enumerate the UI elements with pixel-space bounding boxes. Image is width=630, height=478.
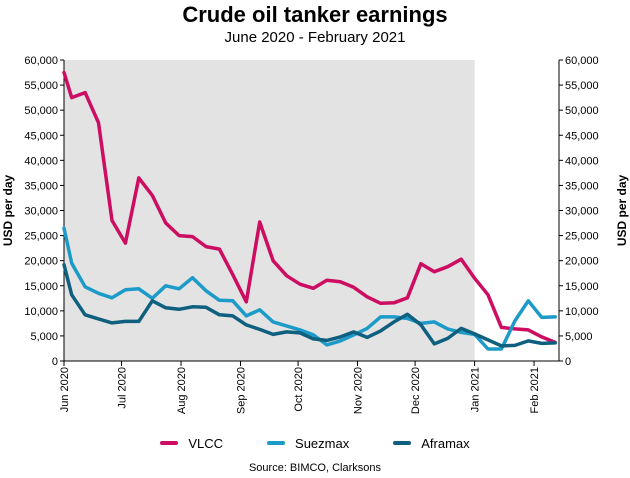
series-line-aframax — [62, 262, 557, 348]
y-tick-label-left: 5,000 — [30, 331, 58, 343]
source-note: Source: BIMCO, Clarksons — [248, 462, 382, 474]
y-tick-label-left: 30,000 — [24, 206, 58, 218]
legend-swatch-aframax — [393, 441, 412, 445]
legend-item-suezmax[interactable]: Suezmax — [267, 434, 349, 452]
y-tick-label-right: 55,000 — [565, 80, 599, 92]
x-tick-label: Sep 2020 — [236, 367, 248, 414]
legend-swatch-suezmax — [267, 441, 286, 445]
y-axis-title-left: USD per day — [1, 174, 15, 246]
y-tick-label-right: 45,000 — [565, 130, 599, 142]
y-tick-label-left: 20,000 — [24, 256, 58, 268]
x-tick-label: Oct 2020 — [293, 367, 305, 412]
y-tick-label-left: 55,000 — [24, 80, 58, 92]
y-tick-label-right: 40,000 — [565, 155, 599, 167]
y-axis-title-right: USD per day — [615, 174, 629, 246]
legend-item-aframax[interactable]: Aframax — [393, 434, 470, 452]
y-tick-label-left: 45,000 — [24, 130, 58, 142]
y-tick-label-left: 50,000 — [24, 105, 58, 117]
legend-item-vlcc[interactable]: VLCC — [160, 434, 223, 452]
y-tick-label-right: 20,000 — [565, 256, 599, 268]
series-line-vlcc — [62, 70, 557, 345]
shaded-region — [64, 60, 475, 361]
y-tick-label-left: 25,000 — [24, 231, 58, 243]
y-tick-label-left: 0 — [52, 356, 58, 368]
chart-subtitle: June 2020 - February 2021 — [224, 29, 406, 46]
legend-swatch-vlcc — [160, 441, 179, 445]
x-tick-label: Jan 2021 — [470, 367, 482, 412]
x-tick-label: Feb 2021 — [529, 367, 541, 413]
legend-label-vlcc: VLCC — [188, 435, 224, 451]
legend-label-suezmax: Suezmax — [295, 435, 350, 451]
y-tick-label-right: 50,000 — [565, 105, 599, 117]
y-tick-label-right: 10,000 — [565, 306, 599, 318]
y-tick-label-right: 30,000 — [565, 206, 599, 218]
y-tick-label-left: 60,000 — [24, 55, 58, 67]
x-tick-label: Jun 2020 — [59, 367, 71, 412]
y-tick-label-left: 15,000 — [24, 281, 58, 293]
legend-label-aframax: Aframax — [421, 435, 470, 451]
y-tick-label-right: 0 — [565, 356, 571, 368]
x-tick-label: Jul 2020 — [117, 367, 129, 409]
y-tick-label-right: 60,000 — [565, 55, 599, 67]
x-tick-label: Nov 2020 — [353, 367, 365, 414]
y-tick-label-right: 25,000 — [565, 231, 599, 243]
y-tick-label-right: 5,000 — [565, 331, 593, 343]
y-tick-label-left: 35,000 — [24, 180, 58, 192]
chart-title: Crude oil tanker earnings — [182, 2, 448, 27]
y-tick-label-right: 35,000 — [565, 180, 599, 192]
x-tick-label: Dec 2020 — [410, 367, 422, 414]
y-tick-label-left: 40,000 — [24, 155, 58, 167]
x-tick-label: Aug 2020 — [176, 367, 188, 414]
legend: VLCC Suezmax Aframax — [0, 434, 630, 452]
y-tick-label-left: 10,000 — [24, 306, 58, 318]
y-tick-label-right: 15,000 — [565, 281, 599, 293]
